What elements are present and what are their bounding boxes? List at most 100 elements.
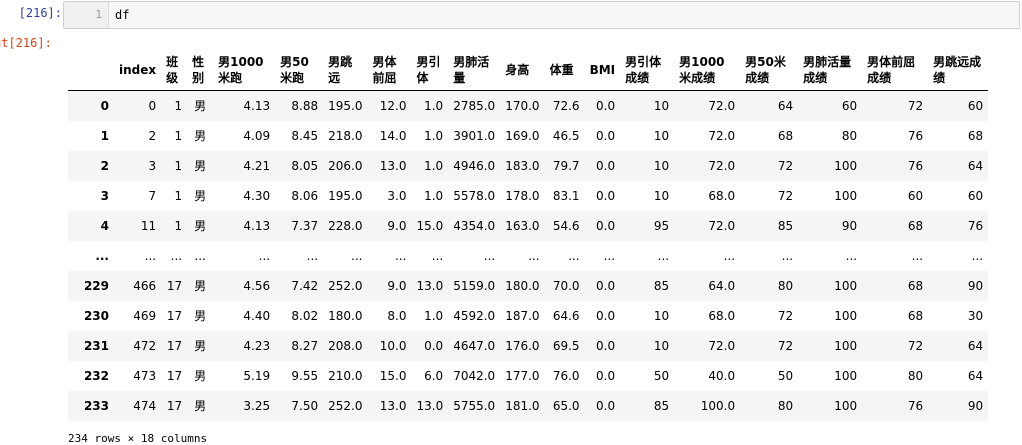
table-cell: 76.0: [552, 368, 580, 383]
table-cell: 46.5: [552, 128, 580, 143]
table-cell: 72: [777, 308, 794, 323]
table-cell: 0.0: [596, 308, 616, 323]
table-cell: 72: [907, 98, 924, 113]
input-prompt: [216]:: [18, 6, 62, 20]
line-gutter: 1: [64, 2, 109, 28]
table-cell: 1.0: [424, 308, 444, 323]
table-cell: 68: [907, 308, 924, 323]
table-cell: 17: [166, 278, 183, 293]
table-cell: 1: [174, 158, 183, 173]
row-label: 233: [83, 398, 109, 413]
table-cell: 210.0: [328, 368, 363, 383]
table-cell: 228.0: [328, 218, 363, 233]
table-cell: 8.05: [291, 158, 319, 173]
table-cell: 3: [148, 158, 157, 173]
column-header: 男引体: [411, 50, 449, 91]
column-header: 身高: [500, 50, 545, 91]
table-cell: 169.0: [505, 128, 540, 143]
table-cell: 64: [777, 98, 794, 113]
table-cell: 13.0: [379, 158, 407, 173]
table-row: ........................................…: [68, 241, 988, 271]
table-cell: 72.0: [708, 158, 736, 173]
table-row: 233 474 17 男 3.25 7.50 252.0 13.0 13.0 5755.0 181.…: [68, 390, 989, 421]
table-cell: 181.0: [505, 398, 540, 413]
table-cell: 72.0: [708, 338, 736, 353]
table-cell: ...: [306, 248, 319, 263]
code-text[interactable]: df: [115, 8, 130, 22]
table-cell: 0.0: [596, 158, 616, 173]
table-cell: 72.0: [708, 98, 736, 113]
table-row: 230 469 17 男 4.40 8.02 180.0 8.0 1.0 4592.0 187.0 6…: [68, 301, 988, 331]
table-cell: 100: [834, 398, 858, 413]
column-header: 男50米跑: [275, 50, 324, 91]
table-cell: ...: [170, 248, 183, 263]
table-cell: 4.23: [243, 338, 271, 353]
table-cell: 195.0: [328, 98, 363, 113]
row-label: 0: [100, 98, 109, 113]
output-prompt: ut[216]:: [0, 36, 52, 50]
table-cell: ...: [971, 248, 984, 263]
table-cell: 4946.0: [453, 158, 496, 173]
table-cell: 4.13: [243, 218, 271, 233]
table-cell: ...: [845, 248, 858, 263]
table-cell: 9.0: [387, 278, 407, 293]
table-cell: 4.21: [243, 158, 271, 173]
table-cell: 3.0: [387, 188, 407, 203]
table-cell: ...: [528, 248, 540, 263]
table-cell: 1: [174, 128, 183, 143]
table-cell: 95: [653, 218, 670, 233]
table-cell: 64.6: [552, 308, 580, 323]
table-cell: 208.0: [328, 338, 363, 353]
table-cell: 30: [967, 308, 984, 323]
table-cell: 10: [653, 158, 670, 173]
table-cell: 男: [194, 369, 207, 383]
table-cell: 男: [194, 129, 207, 143]
table-cell: 163.0: [505, 218, 540, 233]
row-label: 232: [83, 368, 109, 383]
table-cell: 79.7: [552, 158, 580, 173]
table-cell: 0.0: [596, 338, 616, 353]
table-cell: 60: [907, 188, 924, 203]
table-cell: 76: [907, 398, 924, 413]
table-cell: 男: [194, 219, 207, 233]
table-cell: 76: [907, 128, 924, 143]
table-cell: ...: [911, 248, 924, 263]
column-header: 男体前屈成绩: [862, 50, 929, 91]
table-cell: 男: [194, 189, 207, 203]
table-cell: 68: [967, 128, 984, 143]
table-cell: 76: [967, 218, 984, 233]
column-header: 男50米成绩: [740, 50, 799, 91]
table-cell: 10.0: [379, 338, 407, 353]
table-cell: 80: [907, 368, 924, 383]
table-cell: 473: [133, 368, 157, 383]
table-cell: 90: [967, 398, 984, 413]
column-header: BMI: [584, 50, 621, 91]
table-cell: 170.0: [505, 98, 540, 113]
table-cell: 1: [174, 218, 183, 233]
table-cell: 50: [653, 368, 670, 383]
code-input-cell[interactable]: 1 df: [63, 1, 1020, 29]
table-cell: 4354.0: [453, 218, 496, 233]
table-cell: 8.88: [291, 98, 319, 113]
table-cell: 72.0: [708, 128, 736, 143]
table-cell: 男: [194, 399, 207, 413]
table-cell: 472: [133, 338, 157, 353]
table-cell: 10: [653, 188, 670, 203]
table-row: 2 3 1 男 4.21 8.05 206.0 13.0 1.0 4946.0 183.0 79.7 0…: [68, 150, 989, 181]
table-cell: 100: [834, 338, 858, 353]
table-cell: 180.0: [328, 308, 363, 323]
line-number: 1: [95, 8, 102, 21]
column-header: 性别: [187, 50, 214, 91]
table-cell: 100.0: [700, 398, 736, 413]
table-cell: 0.0: [596, 128, 616, 143]
table-cell: ...: [568, 248, 580, 263]
table-cell: ...: [723, 248, 736, 263]
column-header: index: [114, 50, 162, 91]
row-label: ...: [95, 248, 109, 263]
table-row: 1 2 1 男 4.09 8.45 218.0 14.0 1.0 3901.0 169.0 46.5 0…: [68, 121, 988, 151]
table-body: 0 0 1 男 4.13 8.88 195.0 12.0 1.0 2785.0 170.0 72.6 0…: [68, 90, 989, 421]
table-cell: 1: [174, 98, 183, 113]
table-cell: 7.37: [291, 218, 319, 233]
table-cell: 8.06: [291, 188, 319, 203]
table-cell: 7: [148, 188, 157, 203]
